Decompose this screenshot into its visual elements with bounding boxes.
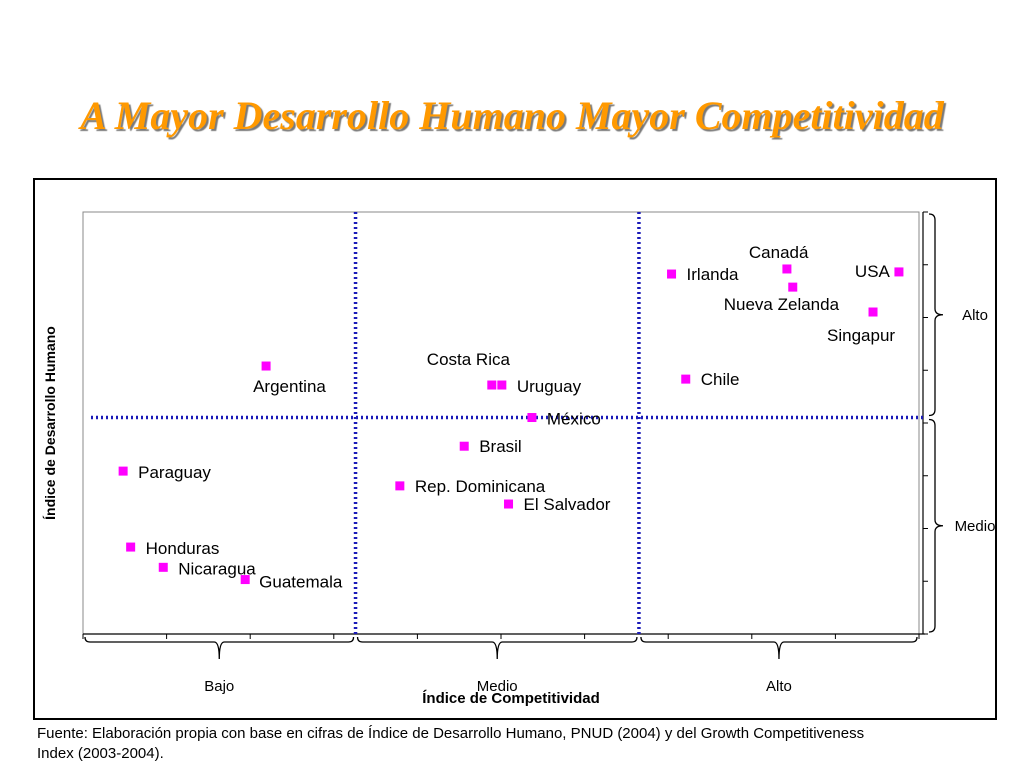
data-point xyxy=(782,264,792,274)
data-point-label: Nueva Zelanda xyxy=(724,295,840,314)
data-point-label: Irlanda xyxy=(687,265,740,284)
data-point xyxy=(667,269,677,279)
data-point-label: Paraguay xyxy=(138,463,211,482)
data-point xyxy=(497,380,507,390)
scatter-chart: Bajo Medio Alto Medio Alto Índice de Competit… xyxy=(42,211,995,707)
data-point xyxy=(527,413,537,423)
data-point xyxy=(681,374,691,384)
data-point xyxy=(158,562,168,572)
data-point-label: El Salvador xyxy=(524,495,611,514)
y-group-brace xyxy=(928,418,944,633)
data-point-label: Nicaragua xyxy=(178,559,256,578)
data-point-label: Singapur xyxy=(827,326,895,345)
slide-title: A Mayor Desarrollo Humano Mayor Competit… xyxy=(80,93,944,138)
data-point xyxy=(504,499,514,509)
x-group-brace xyxy=(84,636,355,660)
data-point-label: USA xyxy=(855,262,891,281)
y-group-label: Alto xyxy=(962,307,988,324)
data-point xyxy=(126,542,136,552)
data-point-label: México xyxy=(547,410,601,429)
x-group-brace xyxy=(356,636,638,660)
data-point xyxy=(894,267,904,277)
data-point xyxy=(487,380,497,390)
data-point-label: Costa Rica xyxy=(427,350,511,369)
y-axis-title: Índice de Desarrollo Humano xyxy=(42,326,58,520)
x-group-brace xyxy=(640,636,918,660)
data-point xyxy=(261,361,271,371)
x-axis-title: Índice de Competitividad xyxy=(422,690,600,707)
data-point-label: Rep. Dominicana xyxy=(415,477,546,496)
y-group-label: Medio xyxy=(955,518,995,535)
data-point-label: Chile xyxy=(701,370,740,389)
data-point-label: Guatemala xyxy=(259,573,343,592)
x-group-label: Medio xyxy=(477,678,518,695)
x-group-label: Bajo xyxy=(204,678,234,695)
data-point xyxy=(118,466,128,476)
y-group-brace xyxy=(928,213,944,417)
data-point-label: Uruguay xyxy=(517,377,582,396)
source-footnote: Fuente: Elaboración propia con base en c… xyxy=(37,725,865,762)
data-point xyxy=(395,481,405,491)
data-point-label: Brasil xyxy=(479,437,522,456)
data-point-label: Honduras xyxy=(146,539,220,558)
data-point xyxy=(240,575,250,585)
data-point xyxy=(459,441,469,451)
x-group-label: Alto xyxy=(766,678,792,695)
data-point-label: Argentina xyxy=(253,377,326,396)
data-point-label: Canadá xyxy=(749,243,809,262)
chart-frame: Bajo Medio Alto Medio Alto Índice de Competit… xyxy=(33,178,997,720)
data-point xyxy=(788,282,798,292)
data-point xyxy=(868,307,878,317)
